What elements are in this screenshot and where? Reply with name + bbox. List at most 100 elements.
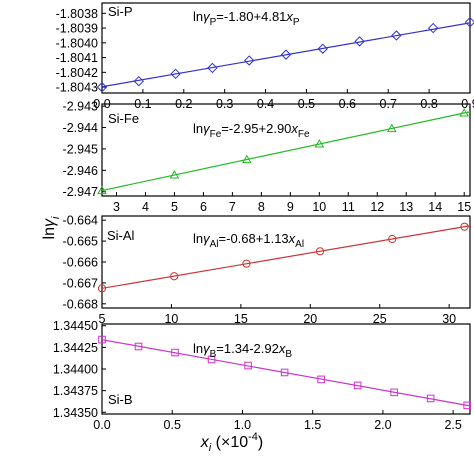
equation-xsub: Fe	[298, 129, 310, 140]
equation-body: =1.34-2.92	[216, 341, 279, 356]
y-axis-title-base: ln	[41, 227, 58, 239]
x-tick-label: 4	[142, 200, 149, 214]
data-point-diamond	[133, 75, 145, 87]
x-tick-label: 3	[113, 200, 120, 214]
x-axis-title-close: )	[258, 434, 263, 451]
panel-si-fe: -2.943 -2.944 -2.945 -2.946 -2.947 3 4 5 6 7 8 9 10 1…	[63, 100, 472, 214]
data-point-triangle	[459, 107, 470, 117]
data-point-square	[426, 394, 435, 403]
plot-frame	[101, 103, 471, 197]
x-axis-title-sub: i	[209, 442, 212, 454]
plot-frame	[101, 2, 471, 94]
fit-equation: lnγP=-1.80+4.81xP	[193, 9, 300, 28]
x-tick-label: 5	[171, 200, 178, 214]
equation-sub: Al	[210, 239, 219, 250]
data-point-circle	[388, 234, 397, 244]
data-point-diamond	[391, 30, 402, 41]
equation-xsub: Al	[295, 239, 304, 250]
y-tick-label: 1.34450	[53, 319, 98, 333]
equation-gamma: γ	[203, 9, 211, 24]
data-point-diamond	[96, 81, 108, 93]
equation-gamma: γ	[203, 121, 211, 136]
x-tick-label: 15	[234, 312, 248, 326]
fit-equation: lnγAl=-0.68+1.13xAl	[193, 231, 304, 250]
y-tick-label: -1.8042	[56, 66, 98, 80]
data-point-circle	[97, 284, 107, 293]
y-tick-label: -0.667	[63, 276, 98, 290]
data-point-square	[317, 375, 325, 384]
equation-body: =-0.68+1.13	[219, 231, 289, 246]
x-tick-label: 0.0	[93, 418, 110, 432]
x-tick-label: 20	[303, 312, 317, 326]
data-point-square	[463, 401, 471, 410]
equation-x: x	[290, 121, 298, 136]
fit-line	[101, 22, 471, 88]
x-tick-label: 8	[258, 200, 265, 214]
data-point-diamond	[243, 55, 255, 66]
equation-pre: ln	[193, 341, 203, 356]
equation-x: x	[278, 341, 286, 356]
data-point-triangle	[314, 139, 325, 148]
data-point-triangle	[97, 185, 107, 195]
equation-body: =-1.80+4.81	[216, 9, 286, 24]
data-point-diamond	[354, 36, 365, 47]
data-point-diamond	[464, 16, 474, 28]
x-tick-label: 9	[287, 200, 294, 214]
equation-xsub: P	[293, 17, 300, 28]
data-point-square	[280, 368, 289, 377]
data-point-square	[353, 381, 362, 390]
data-point-diamond	[207, 62, 218, 74]
x-axis-title-symbol: x	[200, 434, 210, 451]
data-point-triangle	[169, 170, 180, 179]
y-axis-title-sub: i	[50, 216, 62, 219]
equation-body: =-2.95+2.90	[221, 121, 291, 136]
y-tick-label: 1.34425	[53, 341, 98, 355]
y-tick-label: -2.943	[63, 100, 98, 114]
fit-equation: lnγFe=-2.95+2.90xFe	[193, 121, 310, 140]
y-tick-label: -2.945	[63, 142, 98, 156]
x-tick-label: 12	[370, 200, 384, 214]
data-point-square	[98, 335, 106, 344]
fit-line	[101, 111, 471, 192]
x-tick-label: 7	[229, 200, 236, 214]
plot-frame	[101, 215, 471, 309]
data-point-circle	[460, 222, 469, 231]
x-tick-label: 6	[200, 200, 207, 214]
x-axis-title-unit: (×10	[211, 434, 248, 451]
y-axis-title-symbol: γ	[41, 218, 58, 227]
data-point-square	[390, 388, 398, 397]
x-axis-title-exp: -4	[248, 431, 258, 443]
panel-label: Si-Fe	[108, 111, 139, 126]
x-tick-label: 13	[399, 200, 413, 214]
x-tick-label: 0.5	[164, 418, 181, 432]
data-point-square	[134, 342, 143, 351]
x-tick-label: 2.5	[444, 418, 461, 432]
fit-line	[101, 225, 471, 289]
y-tick-label: -0.666	[63, 256, 98, 270]
data-point-triangle	[242, 154, 252, 164]
equation-xsub: B	[285, 349, 292, 360]
y-tick-label: -1.8038	[56, 7, 98, 21]
x-tick-label: 11	[342, 200, 355, 214]
equation-gamma: γ	[203, 341, 211, 356]
data-point-circle	[315, 247, 325, 256]
y-axis-title: lnγi	[41, 216, 62, 239]
y-tick-label: -1.8039	[56, 22, 98, 36]
y-tick-label: -1.8041	[56, 51, 98, 65]
x-tick-label: 5	[99, 312, 106, 326]
data-point-circle	[170, 272, 179, 281]
data-point-diamond	[280, 49, 292, 60]
data-point-diamond	[317, 43, 329, 54]
x-tick-label: 1.0	[234, 418, 251, 432]
y-tick-label: -2.946	[63, 164, 98, 178]
equation-pre: ln	[193, 9, 203, 24]
panel-si-p: -1.8038-1.8039-1.8040-1.8041-1.8042-1.80…	[56, 2, 474, 111]
x-tick-label: 15	[457, 200, 471, 214]
x-tick-label: 14	[428, 200, 442, 214]
data-point-square	[171, 348, 179, 357]
equation-sub: B	[210, 349, 217, 360]
x-tick-label: 10	[312, 200, 326, 214]
